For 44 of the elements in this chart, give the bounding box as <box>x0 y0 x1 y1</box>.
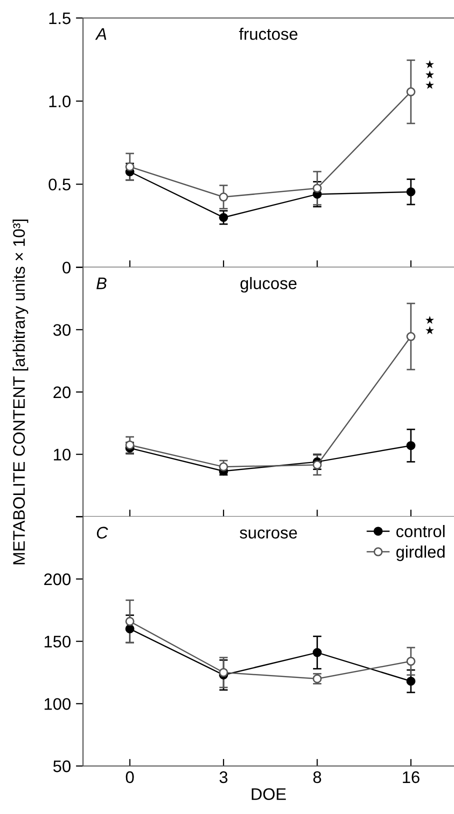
point <box>125 440 134 450</box>
text: sucrose <box>240 529 297 539</box>
point <box>125 162 134 172</box>
point <box>312 460 322 470</box>
y-tick-label: 200 <box>44 573 71 586</box>
point <box>312 184 322 193</box>
y-tick-label: 50 <box>53 760 71 772</box>
y-tick-label: 1.5 <box>49 12 70 24</box>
point <box>219 668 228 678</box>
y-tick-label: 10 <box>54 448 71 461</box>
y-tick-label: 30 <box>53 324 71 336</box>
point <box>406 187 416 196</box>
y-tick-label: 1.0 <box>49 96 71 108</box>
point <box>125 624 134 634</box>
annotation: B <box>96 278 107 290</box>
legend-label: girdled <box>396 546 445 562</box>
annotation: C <box>96 526 108 539</box>
x-axis-title: DOE <box>252 788 286 800</box>
y-tick-label: 20 <box>53 386 71 398</box>
y-axis-title: METABOLITE CONTENT [arbitrary units × 10³] <box>12 220 28 564</box>
point <box>219 192 228 202</box>
point <box>219 212 228 222</box>
chart-title: fructose <box>239 28 298 40</box>
text: glucose <box>240 277 296 293</box>
point <box>125 616 134 626</box>
point <box>406 87 416 96</box>
y-tick-label: 0 <box>62 262 71 274</box>
y-tick-label: 0.5 <box>48 178 70 190</box>
annotation: ★ ★ <box>426 316 434 334</box>
x-tick-label: 16 <box>402 771 420 784</box>
legend-label: control <box>396 525 445 538</box>
point <box>312 648 322 658</box>
point <box>406 656 416 666</box>
point <box>406 332 416 342</box>
y-tick-label: 100 <box>44 698 71 710</box>
annotation: A <box>95 28 106 40</box>
point <box>406 441 416 450</box>
x-tick-label: 3 <box>220 771 228 784</box>
y-tick-label: 150 <box>44 636 71 648</box>
annotation: ★ ★ ★ <box>426 60 434 89</box>
x-tick-label: 0 <box>126 771 134 784</box>
point <box>219 462 228 472</box>
x-tick-label: 8 <box>313 771 322 784</box>
point <box>406 676 416 686</box>
